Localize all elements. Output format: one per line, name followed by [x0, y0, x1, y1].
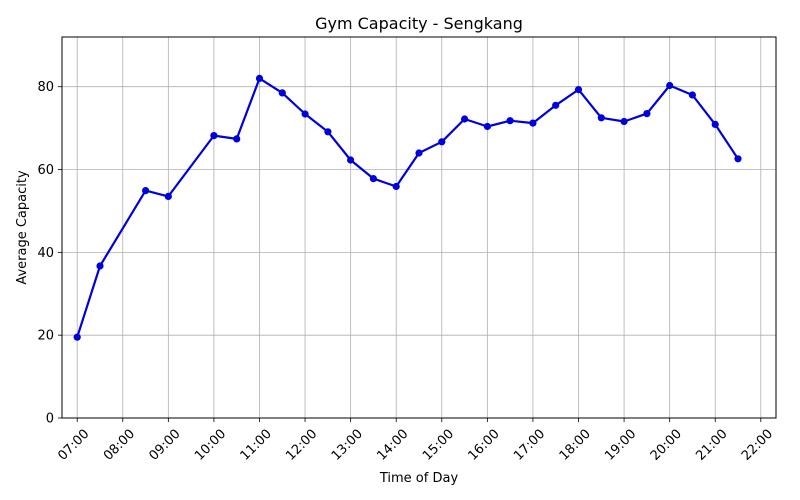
data-point — [574, 86, 583, 94]
data-point — [711, 120, 719, 128]
y-tick-label: 60 — [37, 163, 54, 178]
data-point — [164, 192, 172, 200]
plot-frame — [61, 36, 777, 419]
data-point — [666, 81, 674, 90]
y-tick-label: 40 — [37, 246, 54, 261]
data-point — [369, 175, 377, 183]
data-point — [347, 156, 355, 164]
y-tick-label: 0 — [46, 412, 54, 427]
data-point — [620, 117, 628, 126]
data-point — [210, 132, 218, 140]
y-tick-label: 80 — [37, 80, 54, 95]
data-point — [301, 110, 309, 118]
x-axis-label: Time of Day — [379, 471, 459, 486]
data-point — [255, 74, 264, 82]
series-layer — [73, 74, 742, 341]
y-tick-label: 20 — [37, 329, 54, 344]
series-line — [76, 77, 739, 338]
data-point — [142, 187, 150, 195]
data-point — [324, 128, 332, 136]
data-point — [506, 117, 514, 125]
data-point — [483, 122, 491, 131]
data-point — [233, 135, 241, 143]
data-point — [415, 149, 423, 157]
data-point — [278, 89, 286, 97]
data-point — [643, 110, 651, 118]
data-point — [734, 155, 742, 163]
y-axis-label: Average Capacity — [15, 170, 30, 285]
data-point — [461, 115, 469, 123]
data-point — [552, 101, 560, 109]
data-point — [392, 182, 400, 191]
chart-title: Gym Capacity - Sengkang — [315, 14, 523, 33]
data-point — [96, 262, 104, 270]
data-point — [688, 91, 697, 99]
data-point — [438, 138, 446, 146]
data-point — [73, 333, 81, 341]
data-point — [597, 114, 605, 122]
data-point — [529, 119, 537, 127]
